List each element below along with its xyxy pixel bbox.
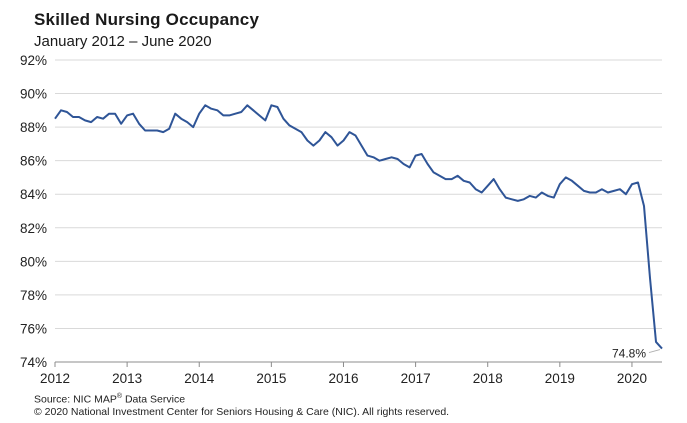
y-tick-label: 88% <box>20 120 47 135</box>
chart-title: Skilled Nursing Occupancy <box>34 10 260 29</box>
y-tick-label: 78% <box>20 288 47 303</box>
x-tick-label: 2017 <box>401 371 431 386</box>
chart-subtitle: January 2012 – June 2020 <box>34 33 212 50</box>
registered-mark: ® <box>116 393 123 400</box>
x-tick-label: 2015 <box>256 371 286 386</box>
gridlines <box>55 59 662 329</box>
source-suffix: Data Service <box>122 393 186 406</box>
x-tick-label: 2020 <box>617 371 647 386</box>
y-tick-label: 90% <box>20 87 47 102</box>
y-tick-label: 84% <box>20 187 47 202</box>
x-tick-label: 2016 <box>328 371 358 386</box>
y-tick-label: 80% <box>20 254 47 269</box>
x-tick-label: 2012 <box>40 371 70 386</box>
y-tick-label: 82% <box>20 221 47 236</box>
series-layer <box>54 104 663 350</box>
y-tick-label: 76% <box>20 321 47 336</box>
x-tick-label: 2013 <box>112 371 142 386</box>
axes <box>54 361 662 367</box>
series-line-occupancy <box>54 104 663 350</box>
copyright-note: © 2020 National Investment Center for Se… <box>34 406 450 418</box>
x-tick-label: 2018 <box>473 371 503 386</box>
source-prefix: Source: NIC MAP <box>34 393 117 406</box>
x-tick-label: 2019 <box>545 371 575 386</box>
end-label-leader <box>648 349 661 354</box>
x-tick-label: 2014 <box>184 371 215 386</box>
source-note: Source: NIC MAP® Data Service <box>34 393 185 406</box>
y-tick-label: 92% <box>20 53 47 68</box>
x-tick-labels: 2012 2013 2014 2015 2016 2017 2018 2019 2020 <box>40 371 647 386</box>
end-value-label: 74.8% <box>612 347 646 361</box>
y-tick-labels: 74% 76% 78% 80% 82% 84% 86% 88% 90% 92% <box>20 53 47 370</box>
annotations: 74.8% <box>612 347 661 361</box>
y-tick-label: 86% <box>20 154 47 169</box>
y-tick-label: 74% <box>20 355 47 370</box>
